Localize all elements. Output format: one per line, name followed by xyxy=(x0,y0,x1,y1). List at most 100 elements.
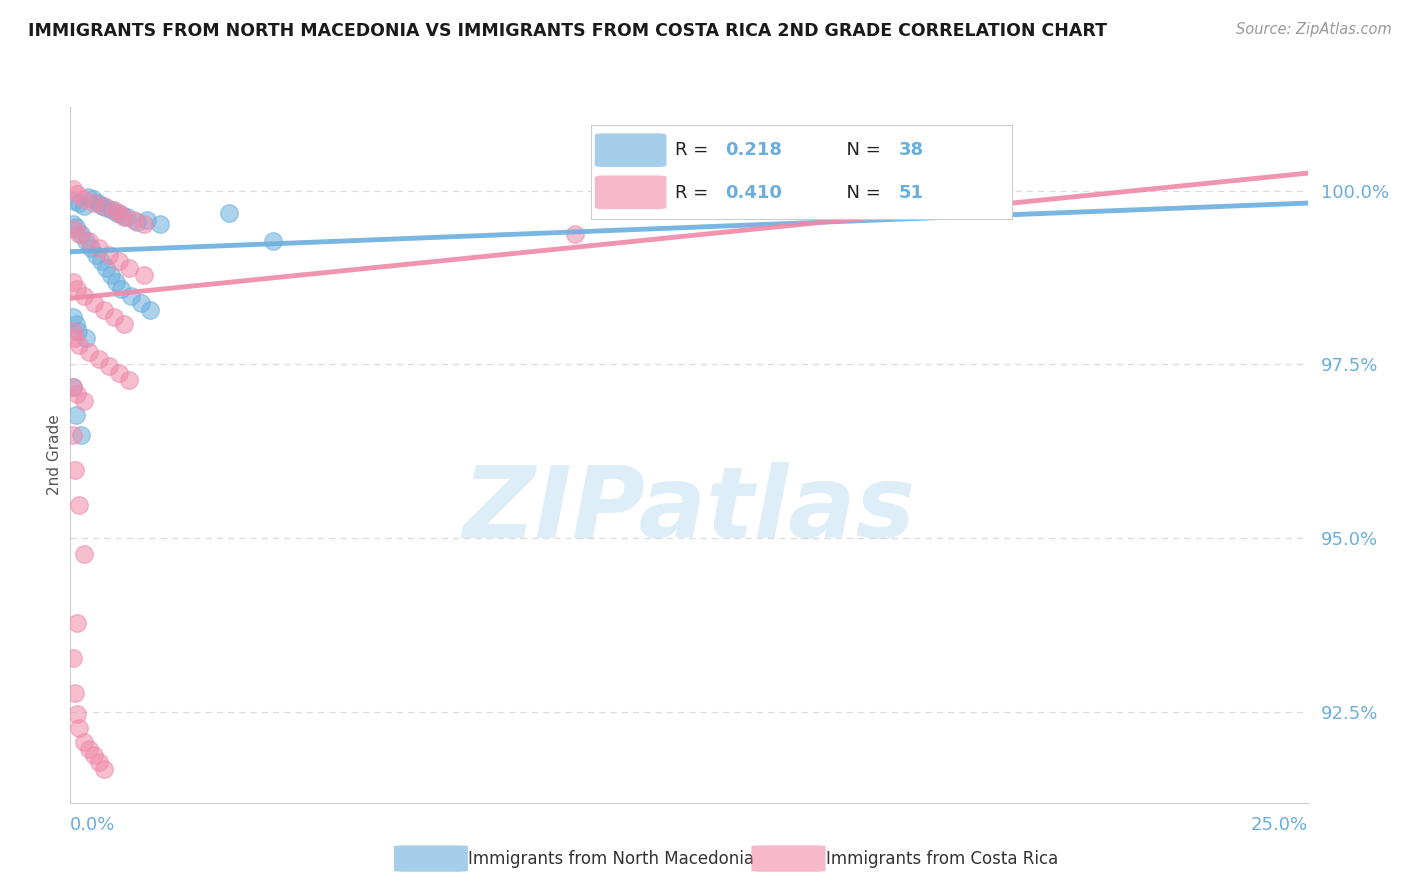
Point xyxy=(218,206,240,220)
Text: R =: R = xyxy=(675,185,714,202)
Point xyxy=(107,254,129,268)
Point xyxy=(122,212,145,227)
Point xyxy=(87,351,110,366)
Point xyxy=(87,756,110,770)
FancyBboxPatch shape xyxy=(394,846,468,871)
Point xyxy=(96,201,118,215)
Point xyxy=(66,186,89,201)
Point xyxy=(112,317,135,331)
Point xyxy=(118,373,141,387)
Point xyxy=(65,219,87,234)
Point xyxy=(564,227,586,241)
Text: N =: N = xyxy=(835,141,887,159)
Text: N =: N = xyxy=(835,185,887,202)
Point xyxy=(90,254,112,268)
Point xyxy=(139,303,162,318)
Point xyxy=(97,247,120,261)
Point xyxy=(87,241,110,255)
Point xyxy=(118,261,141,276)
Point xyxy=(77,741,100,756)
Point xyxy=(63,221,86,235)
Point xyxy=(67,227,90,241)
Point xyxy=(127,215,149,229)
Point xyxy=(62,217,84,231)
Point xyxy=(65,408,87,422)
Point xyxy=(83,296,105,310)
Point xyxy=(73,289,96,303)
Point xyxy=(67,338,90,352)
Point xyxy=(104,276,127,290)
Point xyxy=(66,706,89,721)
Point xyxy=(110,282,132,296)
Point xyxy=(97,359,120,373)
Point xyxy=(86,196,108,211)
Text: 0.0%: 0.0% xyxy=(70,816,115,834)
Point xyxy=(62,324,84,338)
Point xyxy=(67,498,90,512)
Point xyxy=(66,616,89,631)
Point xyxy=(65,317,87,331)
Point xyxy=(65,331,87,345)
Point xyxy=(65,686,87,700)
Point xyxy=(76,190,98,204)
Point xyxy=(77,345,100,359)
Point xyxy=(73,192,96,206)
Text: IMMIGRANTS FROM NORTH MACEDONIA VS IMMIGRANTS FROM COSTA RICA 2ND GRADE CORRELAT: IMMIGRANTS FROM NORTH MACEDONIA VS IMMIG… xyxy=(28,22,1107,40)
Point xyxy=(132,268,155,283)
Point xyxy=(101,202,124,217)
Text: R =: R = xyxy=(675,141,714,159)
Point xyxy=(94,261,117,276)
Point xyxy=(62,380,84,394)
Point xyxy=(75,331,97,345)
Point xyxy=(262,234,284,248)
Point xyxy=(107,206,129,220)
Point xyxy=(129,296,152,310)
Point xyxy=(62,380,84,394)
Text: 25.0%: 25.0% xyxy=(1250,816,1308,834)
FancyBboxPatch shape xyxy=(595,176,666,210)
Point xyxy=(84,247,107,261)
Point xyxy=(73,199,96,213)
Text: 38: 38 xyxy=(898,141,924,159)
Point xyxy=(65,463,87,477)
Point xyxy=(111,208,134,222)
Point xyxy=(62,182,84,196)
Point xyxy=(105,206,128,220)
Point xyxy=(132,217,155,231)
Point xyxy=(80,241,103,255)
Point xyxy=(73,547,96,561)
FancyBboxPatch shape xyxy=(595,133,666,167)
Point xyxy=(67,196,90,211)
Point xyxy=(70,227,93,241)
Point xyxy=(62,428,84,442)
Point xyxy=(83,196,105,211)
Point xyxy=(73,734,96,748)
Point xyxy=(115,210,138,224)
Point xyxy=(93,763,115,777)
Point xyxy=(62,276,84,290)
Point xyxy=(67,721,90,735)
Point xyxy=(75,234,97,248)
FancyBboxPatch shape xyxy=(751,846,825,871)
Point xyxy=(82,192,104,206)
Point xyxy=(70,428,93,442)
Point xyxy=(62,651,84,665)
Point xyxy=(83,748,105,763)
Text: Source: ZipAtlas.com: Source: ZipAtlas.com xyxy=(1236,22,1392,37)
Point xyxy=(63,194,86,208)
Point xyxy=(120,289,142,303)
Point xyxy=(107,366,129,380)
Text: ZIPatlas: ZIPatlas xyxy=(463,462,915,559)
Point xyxy=(67,324,90,338)
Point xyxy=(112,210,135,224)
Point xyxy=(93,199,115,213)
Point xyxy=(66,282,89,296)
Point xyxy=(62,310,84,325)
Point xyxy=(103,202,125,217)
Text: Immigrants from North Macedonia: Immigrants from North Macedonia xyxy=(468,849,754,868)
Point xyxy=(136,212,159,227)
Point xyxy=(66,386,89,401)
Text: 51: 51 xyxy=(898,185,924,202)
Text: 0.218: 0.218 xyxy=(725,141,783,159)
Point xyxy=(73,393,96,408)
